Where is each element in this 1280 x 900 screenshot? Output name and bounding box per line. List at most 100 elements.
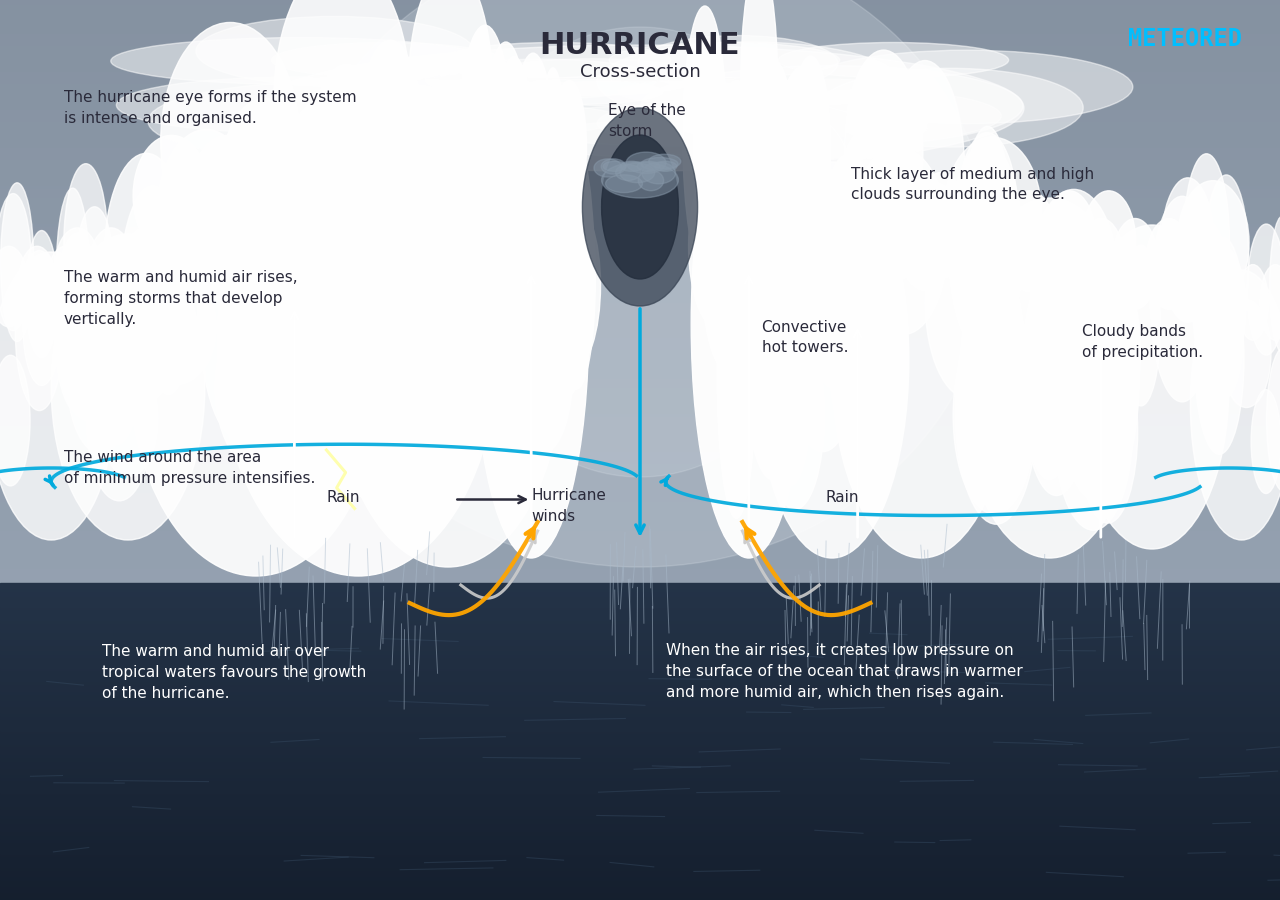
Ellipse shape	[1075, 225, 1229, 549]
Bar	[0, 604, 1280, 607]
Bar	[0, 157, 1280, 161]
Bar	[0, 705, 1280, 707]
Bar	[0, 340, 1280, 345]
Bar	[0, 829, 1280, 833]
Bar	[0, 367, 1280, 372]
Bar	[0, 631, 1280, 634]
Bar	[0, 338, 1280, 342]
Bar	[0, 539, 1280, 544]
Bar	[0, 50, 1280, 56]
Bar	[0, 772, 1280, 776]
Bar	[0, 490, 1280, 494]
Ellipse shape	[717, 227, 755, 518]
Ellipse shape	[765, 323, 824, 509]
Ellipse shape	[1082, 191, 1135, 292]
Bar	[0, 569, 1280, 573]
Bar	[0, 364, 1280, 369]
Bar	[0, 356, 1280, 360]
Ellipse shape	[745, 235, 801, 480]
Bar	[0, 731, 1280, 734]
Bar	[0, 235, 1280, 239]
Bar	[0, 629, 1280, 632]
Ellipse shape	[476, 81, 511, 212]
Bar	[0, 796, 1280, 799]
Bar	[0, 610, 1280, 614]
Bar	[0, 115, 1280, 120]
Bar	[0, 265, 1280, 269]
Bar	[0, 194, 1280, 199]
Ellipse shape	[116, 76, 472, 133]
Bar	[0, 770, 1280, 774]
Bar	[0, 249, 1280, 255]
Bar	[0, 89, 1280, 94]
Ellipse shape	[954, 317, 1036, 514]
Bar	[0, 859, 1280, 862]
Ellipse shape	[558, 169, 595, 389]
Ellipse shape	[93, 280, 141, 444]
Bar	[0, 690, 1280, 694]
Ellipse shape	[836, 173, 890, 278]
Bar	[0, 713, 1280, 716]
Bar	[0, 814, 1280, 818]
Ellipse shape	[1178, 181, 1249, 304]
Ellipse shape	[602, 162, 678, 198]
Bar	[0, 850, 1280, 853]
Bar	[0, 387, 1280, 392]
Text: The hurricane eye forms if the system
is intense and organised.: The hurricane eye forms if the system is…	[64, 90, 357, 126]
Bar	[0, 335, 1280, 339]
Ellipse shape	[26, 230, 58, 357]
Bar	[0, 136, 1280, 140]
Bar	[0, 75, 1280, 79]
Bar	[0, 814, 1280, 816]
Bar	[0, 276, 1280, 281]
Ellipse shape	[753, 190, 801, 392]
Ellipse shape	[0, 194, 31, 331]
Bar	[0, 594, 1280, 598]
Bar	[0, 875, 1280, 878]
Bar	[0, 510, 1280, 515]
Bar	[0, 373, 1280, 377]
Bar	[0, 673, 1280, 677]
Ellipse shape	[246, 166, 337, 346]
Bar	[0, 518, 1280, 524]
Bar	[0, 671, 1280, 675]
Bar	[0, 562, 1280, 568]
Bar	[0, 840, 1280, 843]
Ellipse shape	[727, 90, 1001, 142]
Bar	[0, 826, 1280, 829]
Ellipse shape	[1270, 216, 1280, 353]
Bar	[0, 104, 1280, 108]
Text: Thick layer of medium and high
clouds surrounding the eye.: Thick layer of medium and high clouds su…	[851, 166, 1094, 202]
Ellipse shape	[535, 119, 594, 399]
Bar	[0, 317, 1280, 321]
Ellipse shape	[914, 173, 968, 278]
Ellipse shape	[969, 261, 1027, 492]
Bar	[0, 185, 1280, 190]
Bar	[0, 305, 1280, 310]
Ellipse shape	[1062, 330, 1134, 502]
Bar	[0, 703, 1280, 706]
Ellipse shape	[302, 87, 396, 250]
Ellipse shape	[602, 158, 626, 174]
Bar	[0, 688, 1280, 692]
Ellipse shape	[750, 58, 794, 236]
Text: HURRICANE: HURRICANE	[540, 32, 740, 60]
Ellipse shape	[218, 108, 499, 576]
Bar	[0, 833, 1280, 837]
Bar	[0, 743, 1280, 747]
Ellipse shape	[776, 130, 822, 305]
Bar	[0, 856, 1280, 859]
Bar	[0, 684, 1280, 688]
Ellipse shape	[1112, 219, 1158, 310]
Ellipse shape	[954, 173, 1007, 278]
Ellipse shape	[352, 81, 928, 171]
Ellipse shape	[1053, 323, 1133, 530]
Bar	[0, 279, 1280, 284]
Bar	[0, 24, 1280, 30]
Ellipse shape	[1180, 219, 1226, 310]
Bar	[0, 548, 1280, 553]
Ellipse shape	[684, 6, 727, 272]
Bar	[0, 886, 1280, 889]
Ellipse shape	[596, 42, 900, 122]
Ellipse shape	[641, 162, 676, 184]
